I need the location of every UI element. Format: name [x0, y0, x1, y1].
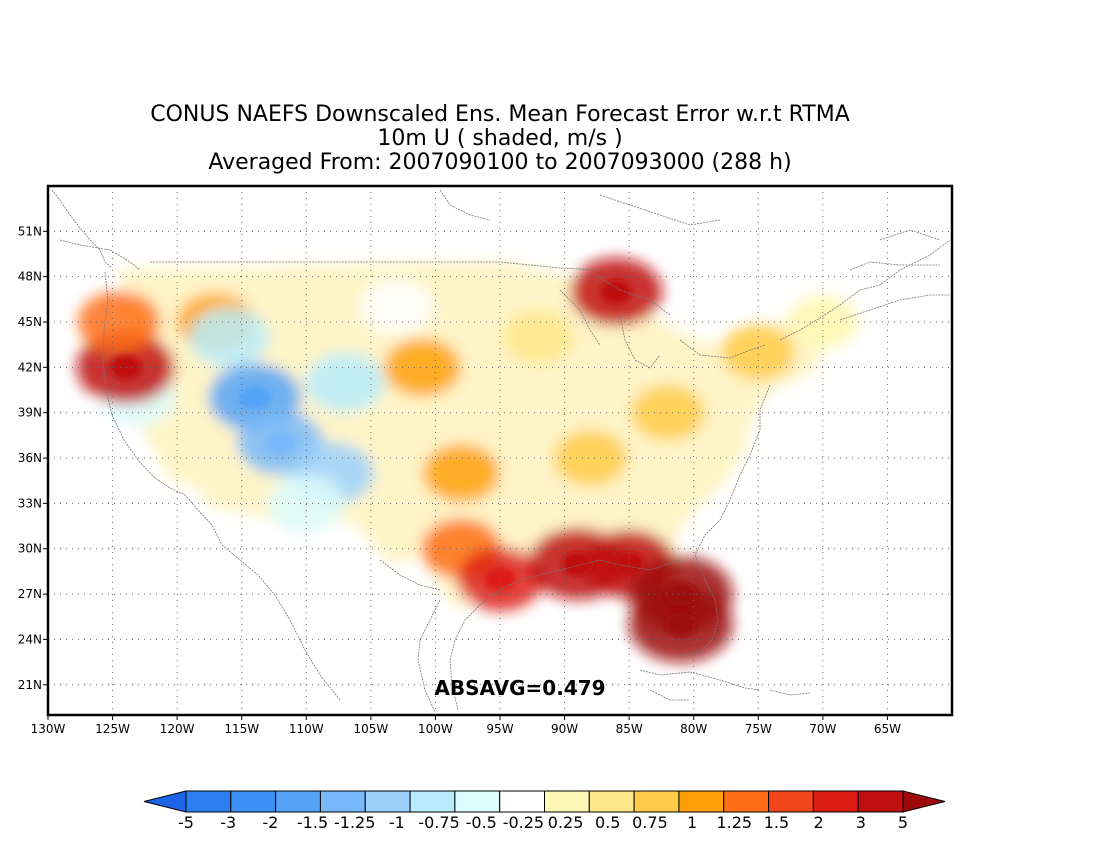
- colorbar-swatch: [857, 790, 904, 813]
- error-hotspot: [109, 355, 142, 380]
- colorbar-label: 1: [687, 813, 697, 832]
- error-region: [305, 352, 386, 413]
- lon-tick-label: 65W: [874, 722, 901, 736]
- lat-tick-label: 45N: [18, 315, 42, 329]
- colorbar-label: -0.25: [503, 813, 544, 832]
- colorbar-swatch: [185, 790, 232, 813]
- colorbar-swatch: [588, 790, 635, 813]
- colorbar-label: 1.5: [764, 813, 789, 832]
- lat-tick-label: 51N: [18, 224, 42, 238]
- lat-tick-label: 48N: [18, 270, 42, 284]
- colorbar-label: -1.5: [297, 813, 328, 832]
- error-region: [721, 324, 796, 381]
- lon-tick-label: 115W: [224, 722, 259, 736]
- error-hotspot: [238, 385, 271, 410]
- lat-tick-label: 21N: [18, 678, 42, 692]
- colorbar-label: 0.25: [548, 813, 584, 832]
- colorbar-label: -0.5: [466, 813, 497, 832]
- colorbar-swatch: [409, 790, 456, 813]
- lon-tick-label: 105W: [353, 722, 388, 736]
- lon-tick-label: 125W: [95, 722, 130, 736]
- lon-tick-label: 120W: [160, 722, 195, 736]
- colorbar-label: 0.75: [632, 813, 668, 832]
- error-region: [359, 278, 434, 335]
- lat-tick-label: 30N: [18, 542, 42, 556]
- lon-tick-label: 130W: [31, 722, 66, 736]
- error-region: [503, 310, 575, 365]
- colorbar: -5 -3 -2 -1.5 -1.25 -1 -0.75 -0.5 -0.25 0.25 0.5 0.…: [143, 790, 946, 832]
- lat-tick-label: 24N: [18, 632, 42, 646]
- lon-tick-label: 100W: [418, 722, 453, 736]
- error-region: [188, 307, 269, 368]
- absavg-statistic: ABSAVG=0.479: [434, 676, 605, 700]
- lat-tick-label: 39N: [18, 406, 42, 420]
- colorbar-label: 1.25: [716, 813, 752, 832]
- colorbar-label: -1: [389, 813, 405, 832]
- lat-tick-label: 27N: [18, 587, 42, 601]
- colorbar-label: -2: [262, 813, 278, 832]
- latitude-axis: 21N 24N 27N 30N 33N 36N 39N 42N 45N 48N 51N: [18, 224, 48, 692]
- lon-tick-label: 110W: [289, 722, 324, 736]
- lat-tick-label: 33N: [18, 496, 42, 510]
- map-variable-subtitle: 10m U ( shaded, m/s ): [377, 126, 623, 151]
- lat-lon-grid: [48, 186, 952, 715]
- lon-tick-label: 80W: [680, 722, 707, 736]
- colorbar-swatch: [633, 790, 680, 813]
- longitude-axis: 130W 125W 120W 115W 110W 105W 100W 95W 90W 85W 80W…: [31, 715, 901, 736]
- lon-tick-label: 85W: [616, 722, 643, 736]
- lat-tick-label: 36N: [18, 451, 42, 465]
- error-hotspot: [600, 279, 633, 304]
- error-region: [553, 430, 628, 487]
- lon-tick-label: 90W: [551, 722, 578, 736]
- colorbar-swatch: [364, 790, 411, 813]
- colorbar-swatch: [812, 790, 859, 813]
- colorbar-swatch: [319, 790, 366, 813]
- colorbar-swatch: [768, 790, 814, 813]
- lat-tick-label: 42N: [18, 360, 42, 374]
- colorbar-label: 5: [898, 813, 908, 832]
- error-hotspot: [613, 551, 646, 576]
- colorbar-label: -0.75: [418, 813, 459, 832]
- colorbar-swatch: [544, 790, 590, 813]
- colorbar-swatch: [454, 790, 501, 813]
- colorbar-label: -5: [178, 813, 194, 832]
- lon-tick-label: 75W: [745, 722, 772, 736]
- error-region: [77, 291, 161, 353]
- colorbar-swatch: [275, 790, 321, 813]
- lon-tick-label: 95W: [486, 722, 513, 736]
- colorbar-label: 3: [856, 813, 866, 832]
- colorbar-swatch: [723, 790, 770, 813]
- error-region: [384, 338, 462, 397]
- map-title: CONUS NAEFS Downscaled Ens. Mean Forecas…: [150, 102, 850, 127]
- colorbar-label: 2: [814, 813, 824, 832]
- colorbar-swatch: [499, 790, 545, 813]
- error-hotspot: [561, 551, 594, 576]
- error-region: [630, 384, 705, 441]
- error-hotspot: [484, 566, 516, 591]
- lon-tick-label: 70W: [809, 722, 836, 736]
- colorbar-swatch: [230, 790, 277, 813]
- colorbar-swatch: [678, 790, 725, 813]
- coastlines-borders: [51, 189, 951, 713]
- error-region: [422, 444, 500, 503]
- colorbar-label: -3: [220, 813, 236, 832]
- shaded-error-field: [76, 257, 859, 663]
- error-hotspot: [264, 430, 297, 455]
- map-period-subtitle: Averaged From: 2007090100 to 2007093000 …: [208, 150, 792, 175]
- map-plot-area: [48, 186, 952, 715]
- shaded-error-detail: [109, 279, 697, 637]
- error-hotspot: [664, 612, 697, 637]
- error-hotspot: [664, 582, 697, 607]
- colorbar-min-arrow: [143, 790, 187, 813]
- colorbar-max-arrow: [902, 790, 946, 813]
- colorbar-label: -1.25: [334, 813, 375, 832]
- conus-field-base: [119, 261, 856, 628]
- colorbar-label: 0.5: [595, 813, 620, 832]
